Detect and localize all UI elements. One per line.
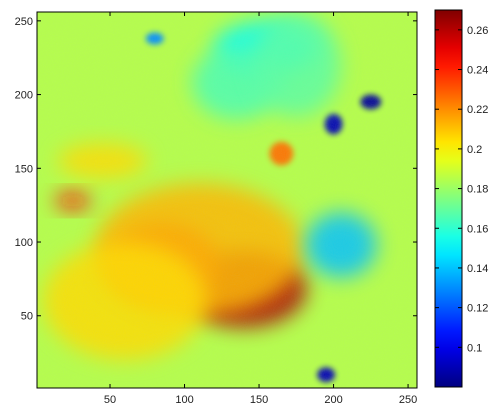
colorbar: 0.1 0.12 0.14 0.16 0.18 0.2 0.22 0.24 0.26 — [434, 9, 488, 388]
colorbar-tick-label: 0.22 — [467, 104, 488, 116]
colorbar-tick-label: 0.12 — [467, 303, 488, 315]
heatmap-texture — [37, 12, 417, 388]
colorbar-gradient — [434, 9, 463, 388]
colorbar-tick-label: 0.18 — [467, 184, 488, 196]
colorbar-tick-label: 0.26 — [467, 25, 488, 37]
x-tick-label: 250 — [399, 394, 417, 406]
colorbar-tick-label: 0.1 — [467, 342, 482, 354]
y-tick-label: 250 — [15, 16, 33, 28]
y-tick-label: 100 — [15, 237, 33, 249]
x-axis: 50 100 150 200 250 — [104, 12, 417, 406]
colorbar-tick-label: 0.2 — [467, 144, 482, 156]
x-tick-label: 200 — [324, 394, 342, 406]
y-tick-label: 50 — [21, 311, 33, 323]
y-tick-label: 200 — [15, 90, 33, 102]
plot-frame — [36, 11, 418, 389]
y-tick-label: 150 — [15, 163, 33, 175]
y-axis: 50 100 150 200 250 — [15, 16, 417, 323]
colorbar-ticks: 0.1 0.12 0.14 0.16 0.18 0.2 0.22 0.24 0.26 — [435, 25, 488, 354]
heatmap-plot-area — [37, 12, 417, 388]
x-tick-label: 50 — [104, 394, 116, 406]
x-tick-label: 100 — [175, 394, 193, 406]
colorbar-tick-label: 0.16 — [467, 223, 488, 235]
colorbar-tick-label: 0.24 — [467, 65, 488, 77]
x-tick-label: 150 — [250, 394, 268, 406]
colorbar-tick-label: 0.14 — [467, 263, 488, 275]
